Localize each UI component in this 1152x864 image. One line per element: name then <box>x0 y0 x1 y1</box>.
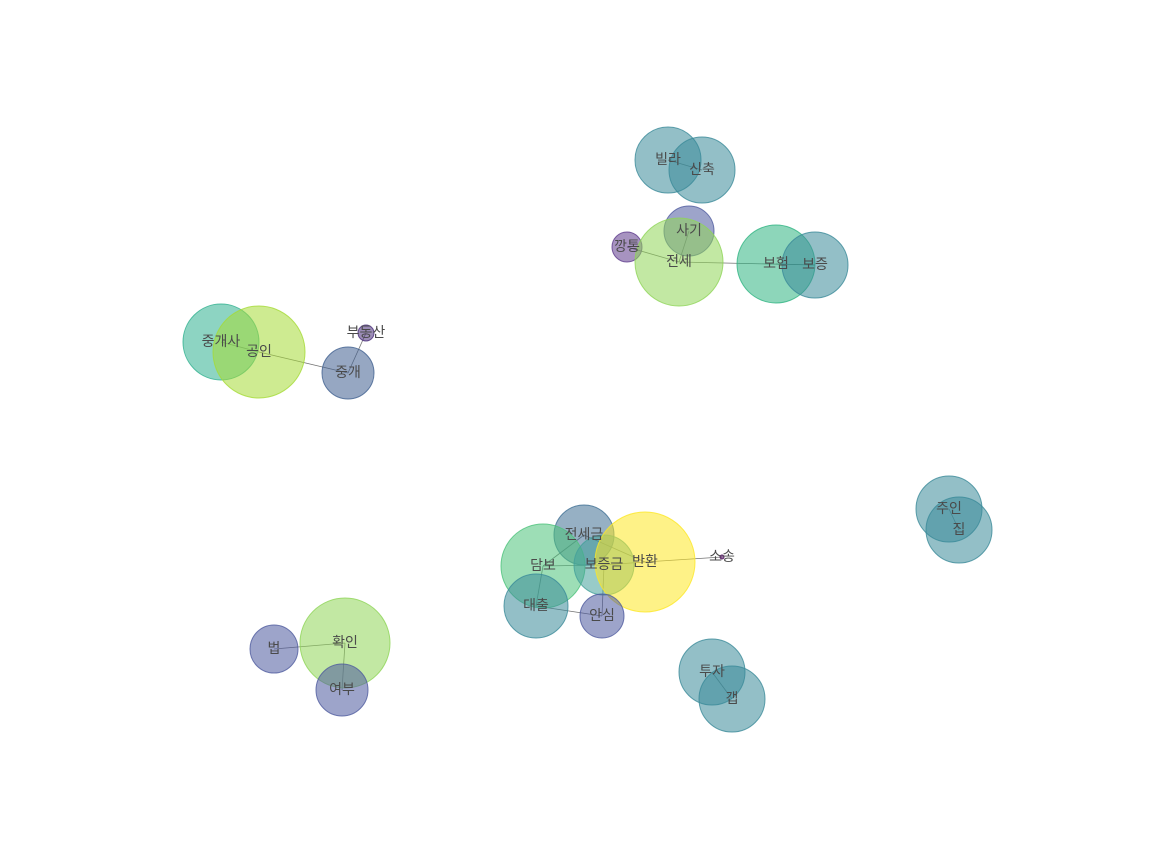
node-label-8: 공인 <box>246 344 272 360</box>
node-circle-1 <box>668 136 736 204</box>
node-circle-19 <box>579 593 625 639</box>
node-circle-9 <box>357 324 375 342</box>
node-label-9: 부동산 <box>347 325 386 341</box>
node-label-3: 깡통 <box>614 239 640 255</box>
node-label-5: 보험 <box>763 256 789 272</box>
node-label-23: 투자 <box>699 664 725 680</box>
node-label-6: 보증 <box>802 257 828 273</box>
node-label-18: 대출 <box>523 598 549 614</box>
node-label-11: 주인 <box>936 501 962 517</box>
node-label-24: 갭 <box>726 691 739 707</box>
node-circle-24 <box>698 665 766 733</box>
node-circle-18 <box>503 573 569 639</box>
node-label-22: 여부 <box>329 682 355 698</box>
node-label-21: 확인 <box>332 635 358 651</box>
node-circle-8 <box>212 305 306 399</box>
node-label-1: 신축 <box>689 162 715 178</box>
node-label-16: 반환 <box>632 554 658 570</box>
node-circle-17 <box>719 554 725 560</box>
node-circle-10 <box>321 346 375 400</box>
node-label-0: 빌라 <box>655 152 681 168</box>
node-label-12: 집 <box>953 522 966 538</box>
node-circle-12 <box>925 496 993 564</box>
node-label-4: 전세 <box>666 254 692 270</box>
node-label-15: 보증금 <box>585 557 624 573</box>
node-circle-6 <box>781 231 849 299</box>
node-label-20: 법 <box>268 641 281 657</box>
node-label-10: 중개 <box>335 365 361 381</box>
node-label-2: 사기 <box>676 223 702 239</box>
node-label-19: 안심 <box>589 608 615 624</box>
node-circle-22 <box>315 663 369 717</box>
node-circle-16 <box>594 511 696 613</box>
node-label-13: 전세금 <box>565 527 604 543</box>
node-circle-20 <box>249 624 299 674</box>
node-circle-4 <box>634 217 724 307</box>
node-label-14: 담보 <box>530 558 556 574</box>
node-label-7: 중개사 <box>202 334 241 350</box>
node-label-17: 소송 <box>709 549 735 565</box>
